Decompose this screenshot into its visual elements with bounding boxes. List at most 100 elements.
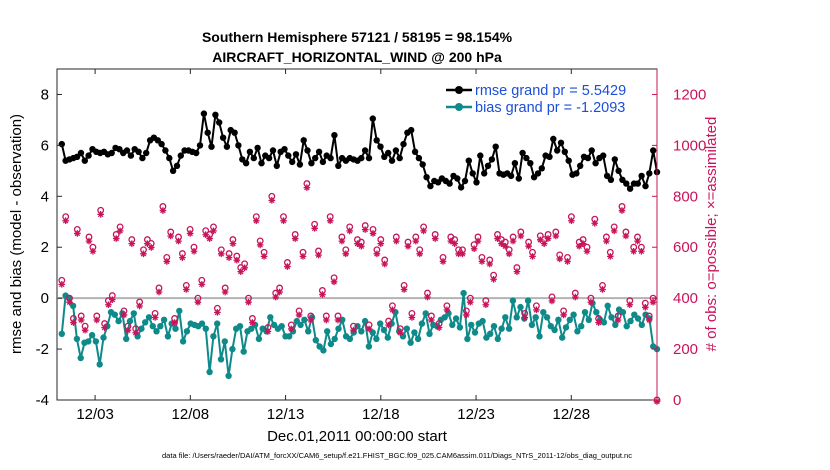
rmse-point [561, 148, 568, 155]
assimilated-obs-marker [291, 235, 299, 242]
assimilated-obs-marker [237, 268, 245, 275]
x-tick-label: 12/23 [457, 406, 495, 423]
rmse-point [216, 119, 223, 126]
rmse-point [231, 129, 238, 136]
rmse-point [388, 157, 396, 164]
assimilated-obs-marker [190, 247, 198, 255]
y-tick-label-left: -4 [36, 392, 49, 409]
bias-point [278, 323, 285, 330]
bias-point [198, 320, 206, 327]
assimilated-obs-marker [252, 217, 260, 225]
rmse-point [292, 151, 300, 158]
y-tick-label-right: 200 [673, 341, 698, 358]
assimilated-obs-marker [428, 316, 435, 324]
assimilated-obs-marker [260, 253, 268, 260]
bias-point [418, 320, 426, 327]
bias-point [555, 316, 562, 323]
rmse-point [258, 160, 265, 167]
assimilated-obs-marker [233, 256, 241, 264]
assimilated-obs-marker [62, 217, 69, 225]
assimilated-obs-marker [544, 235, 552, 242]
assimilated-obs-marker [272, 293, 280, 301]
assimilated-obs-marker [420, 227, 427, 235]
assimilated-obs-marker [443, 306, 451, 314]
rmse-point [473, 179, 480, 186]
rmse-point [523, 154, 530, 162]
data-file-footer: data file: /Users/raeder/DAI/ATM_forcXX/… [162, 451, 632, 460]
rmse-point [465, 157, 472, 164]
rmse-point [77, 149, 85, 157]
assimilated-obs-marker [136, 302, 143, 310]
assimilated-obs-marker [377, 240, 385, 247]
bias-point [532, 314, 539, 321]
assimilated-obs-marker [385, 321, 392, 329]
rmse-point [492, 143, 499, 150]
bias-point [562, 324, 570, 331]
rmse-point [454, 175, 461, 182]
assimilated-obs-marker [120, 311, 128, 319]
assimilated-obs-marker [124, 326, 132, 334]
y-tick-label-right: 600 [673, 239, 698, 256]
assimilated-obs-marker [202, 231, 210, 239]
y-axis-label-right: # of obs: o=possible; ×=assimilated [703, 117, 720, 352]
assimilated-obs-marker [105, 301, 112, 309]
y-tick-label-right: 0 [673, 392, 681, 409]
assimilated-obs-marker [490, 275, 497, 283]
rmse-point [139, 154, 146, 162]
assimilated-obs-marker [256, 241, 264, 249]
bias-point [88, 331, 96, 339]
rmse-point [208, 143, 215, 150]
assimilated-obs-marker [607, 253, 614, 260]
assimilated-obs-marker [276, 288, 283, 296]
bias-point [380, 326, 388, 334]
bias-point [229, 345, 236, 353]
assimilated-obs-marker [354, 240, 361, 247]
rmse-point [173, 162, 181, 169]
bias-point [460, 289, 467, 297]
bias-point [524, 297, 532, 304]
rmse-point [457, 184, 465, 191]
bias-point [574, 328, 581, 335]
assimilated-obs-marker [109, 296, 116, 303]
rmse-point [650, 147, 657, 154]
rmse-point [162, 147, 169, 154]
bias-point [559, 334, 566, 341]
bias-point [267, 314, 274, 321]
rmse-point [358, 154, 365, 162]
bias-point [183, 328, 191, 335]
rmse-point [423, 174, 430, 181]
assimilated-obs-marker [175, 237, 182, 245]
assimilated-obs-marker [159, 207, 167, 214]
rmse-point [365, 154, 373, 162]
x-axis-label: Dec.01,2011 00:00:00 start [267, 428, 448, 445]
assimilated-obs-marker [116, 227, 124, 235]
assimilated-series [58, 184, 661, 405]
bias-point [505, 325, 513, 332]
assimilated-obs-marker [486, 260, 494, 268]
bias-point [627, 317, 634, 325]
assimilated-obs-marker [365, 325, 373, 333]
y-tick-label-right: 800 [673, 188, 698, 205]
assimilated-obs-marker [404, 242, 412, 250]
assimilated-obs-marker [505, 250, 513, 258]
rmse-point [177, 152, 184, 159]
assimilated-obs-marker [533, 306, 540, 314]
y-axis-label-left: rmse and bias (model - observation) [8, 114, 25, 354]
assimilated-obs-marker [412, 237, 420, 245]
rmse-point [511, 160, 519, 167]
assimilated-obs-marker [210, 227, 217, 235]
rmse-point [296, 161, 304, 168]
bias-point [335, 325, 342, 332]
assimilated-obs-marker [369, 230, 377, 237]
rmse-point [538, 165, 545, 172]
rmse-point [446, 180, 453, 187]
assimilated-obs-marker [498, 240, 505, 247]
assimilated-obs-marker [618, 207, 626, 214]
rmse-point [377, 143, 384, 150]
bias-point [384, 334, 391, 341]
rmse-point [169, 167, 177, 174]
bias-point [471, 329, 479, 336]
rmse-point [577, 162, 584, 169]
rmse-point [235, 142, 242, 149]
rmse-point [212, 111, 219, 119]
